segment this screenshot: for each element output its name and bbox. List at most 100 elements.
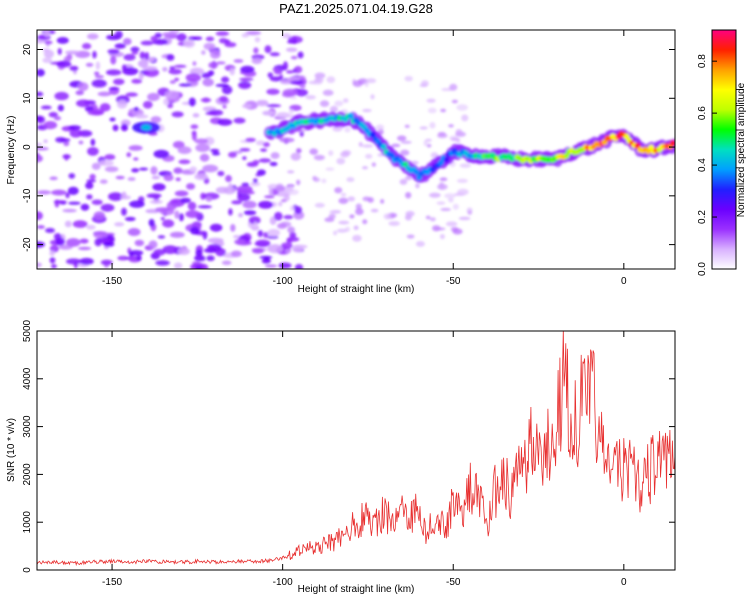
spectrogram-noise-cell: [467, 210, 473, 215]
spectrogram-noise-cell: [289, 205, 295, 212]
spectrogram-noise-cell: [93, 211, 106, 220]
spectrogram-noise-cell: [178, 159, 191, 165]
spectrogram-noise-cell: [183, 39, 196, 48]
spectrogram-noise-cell: [134, 239, 145, 247]
spectrogram-noise-cell: [43, 139, 48, 144]
spectrogram-noise-cell: [95, 61, 101, 70]
spectrogram-noise-cell: [264, 264, 278, 268]
spectrogram-noise-cell: [375, 124, 385, 131]
spectrogram-noise-cell: [261, 110, 276, 116]
spectrogram-noise-cell: [275, 185, 286, 192]
spectrogram-noise-cell: [380, 199, 385, 204]
spectrogram-noise-cell: [370, 208, 379, 213]
spectrogram-noise-cell: [269, 52, 280, 57]
spectrogram-noise-cell: [86, 224, 96, 230]
spectrogram-noise-cell: [185, 73, 201, 83]
spectrogram-noise-cell: [286, 237, 293, 244]
spectrogram-noise-cell: [278, 262, 292, 269]
spectrogram-noise-cell: [230, 250, 242, 258]
spectrogram-noise-cell: [48, 111, 58, 118]
spectrogram-noise-cell: [136, 255, 142, 261]
spectrogram-noise-cell: [448, 197, 454, 203]
spectrogram-noise-cell: [154, 32, 162, 38]
spectrogram-noise-cell: [178, 83, 192, 87]
spectrogram-noise-cell: [313, 154, 325, 161]
spectrogram-noise-cell: [189, 226, 200, 235]
spectrogram-noise-cell: [233, 117, 246, 124]
spectrogram-noise-cell: [94, 71, 100, 76]
snr-y-tick-label: 2000: [22, 463, 33, 486]
spectrogram-noise-cell: [174, 190, 189, 197]
snr-plot-area: [37, 331, 675, 570]
spectrogram-noise-cell: [37, 154, 43, 163]
spectrogram-noise-cell: [296, 179, 301, 186]
spectrogram-noise-cell: [133, 157, 139, 161]
spectrogram-noise-cell: [163, 173, 174, 182]
spectrogram-noise-cell: [342, 98, 349, 103]
spectrogram-noise-cell: [131, 168, 140, 173]
spectrogram-noise-cell: [148, 218, 155, 227]
spectrogram-noise-cell: [151, 175, 160, 180]
snr-y-tick-label: 4000: [22, 367, 33, 390]
spectrogram-noise-cell: [338, 197, 349, 204]
spectrogram-noise-cell: [258, 200, 274, 209]
spectrogram-noise-cell: [287, 170, 295, 174]
spectrogram-noise-cell: [138, 72, 144, 80]
spectrogram-noise-cell: [180, 197, 191, 204]
spectrogram-noise-cell: [338, 220, 350, 225]
spectrogram-noise-cell: [349, 214, 355, 219]
spectrogram-noise-cell: [288, 108, 294, 114]
spectrogram-noise-cell: [185, 210, 201, 218]
spectrogram-noise-cell: [328, 213, 336, 219]
spectrogram-noise-cell: [415, 182, 420, 189]
spectrogram-noise-cell: [242, 156, 247, 161]
spectrogram-noise-cell: [142, 100, 153, 109]
spectrogram-noise-cell: [57, 47, 62, 55]
spectrogram-noise-cell: [334, 100, 344, 107]
spectrogram-noise-cell: [282, 88, 299, 97]
spectrogram-noise-cell: [162, 245, 178, 255]
colorbar-tick-label: 0.4: [697, 158, 708, 172]
spectrogram-noise-cell: [169, 66, 175, 70]
spectrogram-noise-cell: [68, 173, 76, 179]
spectrogram-noise-cell: [445, 221, 458, 227]
spectrogram-noise-cell: [391, 143, 401, 148]
spectrogram-noise-cell: [455, 129, 463, 136]
spectrogram-noise-cell: [127, 177, 136, 181]
spectrogram-y-tick-label: 20: [22, 44, 33, 56]
colorbar-ticks: 0.0 0.2 0.4 0.6 0.8: [697, 54, 717, 276]
spectrogram-noise-cell: [68, 125, 82, 130]
spectrogram-noise-cell: [241, 33, 250, 38]
spectrogram-noise-cell: [200, 97, 212, 103]
spectrogram-noise-cell: [113, 78, 125, 85]
spectrogram-noise-cell: [155, 260, 170, 266]
spectrogram-noise-cell: [97, 91, 112, 97]
spectrogram-noise-cell: [190, 81, 198, 86]
spectrogram-noise-cell: [439, 177, 448, 182]
spectrogram-noise-cell: [336, 228, 348, 233]
spectrogram-noise-cell: [451, 99, 458, 104]
spectrogram-noise-cell: [177, 247, 191, 256]
spectrogram-noise-cell: [157, 235, 166, 239]
spectrogram-noise-cell: [221, 260, 232, 266]
spectrogram-noise-cell: [192, 61, 197, 66]
spectrogram-noise-cell: [370, 94, 375, 100]
spectrogram-noise-cell: [161, 32, 178, 37]
spectrogram-noise-cell: [108, 192, 124, 201]
spectrogram-noise-cell: [355, 208, 364, 216]
spectrogram-noise-cell: [233, 59, 244, 63]
spectrogram-noise-cell: [125, 92, 138, 97]
spectrogram-noise-cell: [64, 220, 72, 228]
spectrogram-noise-cell: [187, 201, 197, 211]
spectrogram-noise-cell: [87, 33, 99, 40]
spectrogram-y-tick-label: -10: [22, 188, 33, 203]
spectrogram-noise-cell: [290, 152, 301, 161]
figure-title: PAZ1.2025.071.04.19.G28: [279, 1, 433, 16]
spectrogram-noise-cell: [326, 76, 336, 84]
spectrogram-noise-cell: [65, 192, 70, 199]
spectrogram-noise-cell: [66, 238, 81, 247]
spectrogram-noise-cell: [166, 54, 175, 61]
spectrogram-noise-cell: [199, 153, 210, 162]
snr-y-tick-label: 3000: [22, 415, 33, 438]
